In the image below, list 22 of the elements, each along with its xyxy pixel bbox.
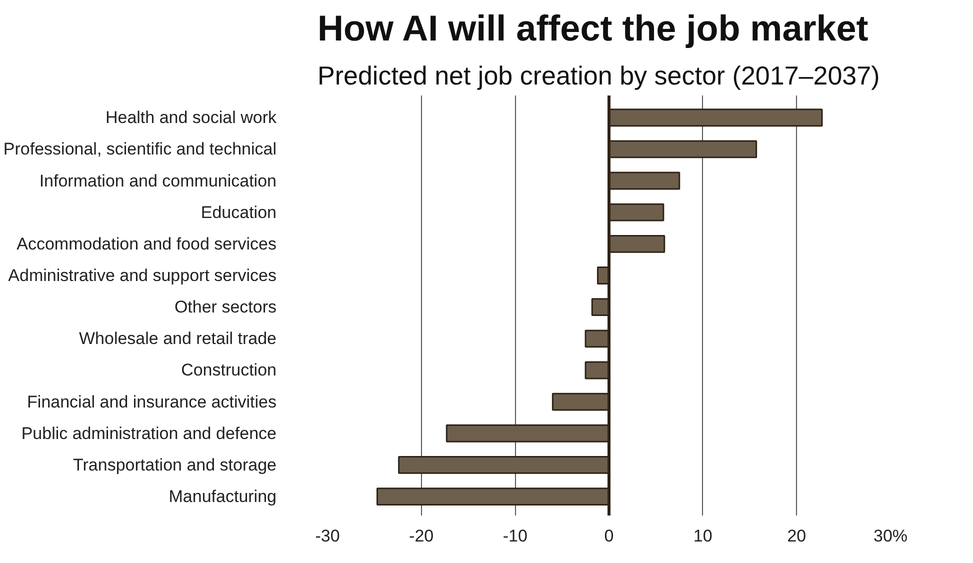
y-tick-label: Other sectors	[174, 298, 277, 317]
chart-subtitle: Predicted net job creation by sector (2017–2037)	[318, 60, 880, 90]
y-tick-label: Public administration and defence	[21, 424, 277, 443]
y-tick-label: Financial and insurance activities	[27, 392, 277, 412]
chart-title: How AI will affect the job market	[318, 8, 868, 48]
y-tick-label: Manufacturing	[168, 487, 277, 506]
y-tick-label: Health and social work	[105, 108, 277, 128]
x-tick-label: 20	[787, 526, 806, 546]
y-tick-label: Professional, scientific and technical	[3, 140, 277, 159]
x-tick-label: 30%	[873, 526, 908, 546]
y-tick-label: Accommodation and food services	[16, 234, 277, 254]
x-tick-label: -30	[315, 526, 340, 546]
y-tick-label: Wholesale and retail trade	[79, 329, 277, 348]
y-tick-label: Education	[200, 202, 277, 222]
x-tick-label: 10	[693, 526, 712, 546]
y-tick-label: Administrative and support services	[8, 266, 277, 285]
y-tick-label: Information and communication	[39, 171, 277, 190]
y-tick-label: Transportation and storage	[73, 455, 277, 474]
x-tick-label: -20	[409, 526, 434, 546]
x-tick-label: -10	[502, 526, 528, 546]
y-tick-label: Construction	[181, 360, 277, 380]
x-tick-label: 0	[604, 526, 614, 546]
